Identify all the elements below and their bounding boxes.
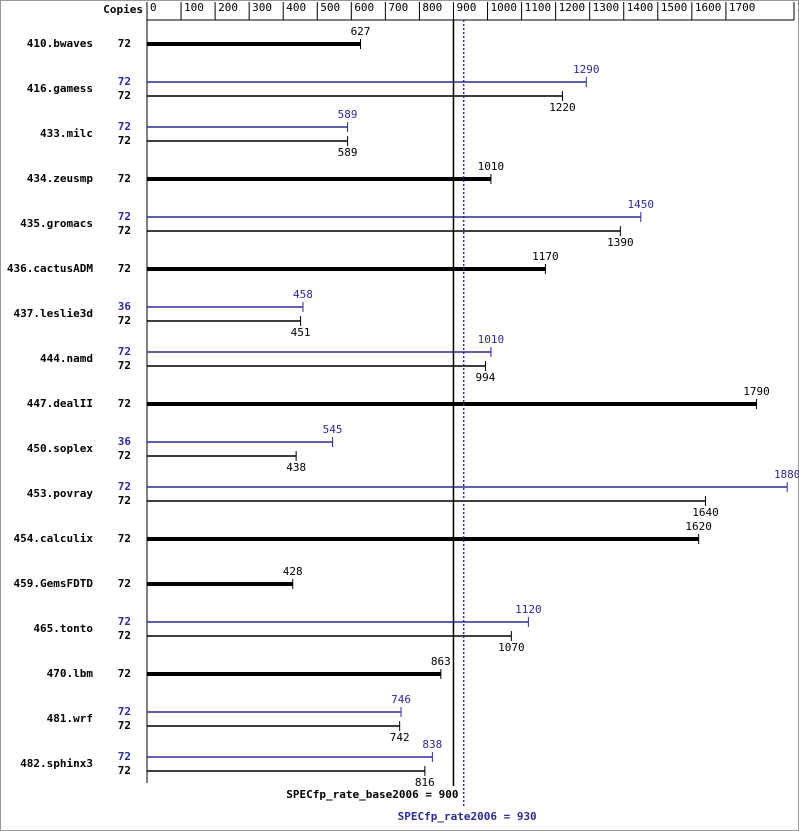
- x-tick-label: 1500: [661, 1, 688, 14]
- copies-label: 72: [118, 345, 131, 358]
- value-label: 1290: [573, 63, 600, 76]
- category-label: 481.wrf: [47, 712, 93, 725]
- copies-label: 72: [118, 224, 131, 237]
- category-label: 450.soplex: [27, 442, 94, 455]
- value-label: 1880: [774, 468, 799, 481]
- category-label: 470.lbm: [47, 667, 94, 680]
- x-tick-label: 900: [456, 1, 476, 14]
- copies-label: 72: [118, 120, 131, 133]
- value-label: 746: [391, 693, 411, 706]
- value-label: 1120: [515, 603, 542, 616]
- copies-label: 72: [118, 37, 131, 50]
- category-label: 447.dealII: [27, 397, 93, 410]
- category-label: 453.povray: [27, 487, 94, 500]
- x-tick-label: 200: [218, 1, 238, 14]
- x-tick-label: 1200: [559, 1, 586, 14]
- copies-label: 72: [118, 577, 131, 590]
- x-tick-label: 1100: [525, 1, 552, 14]
- value-label: 458: [293, 288, 313, 301]
- category-label: 482.sphinx3: [20, 757, 93, 770]
- copies-label: 72: [118, 629, 131, 642]
- x-tick-label: 1600: [695, 1, 722, 14]
- copies-label: 72: [118, 172, 131, 185]
- x-tick-label: 500: [320, 1, 340, 14]
- value-label: 428: [283, 565, 303, 578]
- value-label: 816: [415, 776, 435, 789]
- copies-label: 72: [118, 480, 131, 493]
- category-label: 437.leslie3d: [14, 307, 93, 320]
- category-label: 416.gamess: [27, 82, 93, 95]
- x-tick-label: 300: [252, 1, 272, 14]
- x-tick-label: 800: [422, 1, 442, 14]
- x-tick-label: 600: [354, 1, 374, 14]
- x-tick-label: 1300: [593, 1, 620, 14]
- copies-label: 72: [118, 75, 131, 88]
- category-label: 465.tonto: [33, 622, 93, 635]
- copies-label: 72: [118, 705, 131, 718]
- copies-label: 72: [118, 750, 131, 763]
- copies-header: Copies: [103, 3, 143, 16]
- value-label: 994: [476, 371, 496, 384]
- copies-label: 72: [118, 89, 131, 102]
- value-label: 742: [390, 731, 410, 744]
- x-tick-label: 1700: [729, 1, 756, 14]
- value-label: 1170: [532, 250, 559, 263]
- x-tick-label: 400: [286, 1, 306, 14]
- value-label: 1390: [607, 236, 634, 249]
- value-label: 1640: [692, 506, 719, 519]
- copies-label: 72: [118, 449, 131, 462]
- category-label: 444.namd: [40, 352, 93, 365]
- x-tick-label: 1400: [627, 1, 654, 14]
- value-label: 589: [338, 146, 358, 159]
- copies-label: 72: [118, 667, 131, 680]
- x-tick-label: 1000: [491, 1, 518, 14]
- copies-label: 72: [118, 397, 131, 410]
- copies-label: 72: [118, 359, 131, 372]
- copies-label: 72: [118, 719, 131, 732]
- reference-label: SPECfp_rate_base2006 = 900: [286, 788, 458, 801]
- copies-label: 72: [118, 134, 131, 147]
- value-label: 838: [422, 738, 442, 751]
- value-label: 589: [338, 108, 358, 121]
- category-label: 436.cactusADM: [7, 262, 93, 275]
- copies-label: 72: [118, 262, 131, 275]
- copies-label: 72: [118, 494, 131, 507]
- value-label: 1790: [743, 385, 770, 398]
- copies-label: 36: [118, 435, 132, 448]
- category-label: 435.gromacs: [20, 217, 93, 230]
- value-label: 1010: [478, 333, 505, 346]
- value-label: 1450: [628, 198, 655, 211]
- x-tick-label: 100: [184, 1, 204, 14]
- value-label: 1620: [685, 520, 712, 533]
- value-label: 863: [431, 655, 451, 668]
- value-label: 1220: [549, 101, 576, 114]
- copies-label: 72: [118, 532, 131, 545]
- value-label: 545: [323, 423, 343, 436]
- x-tick-label: 0: [150, 1, 157, 14]
- category-label: 410.bwaves: [27, 37, 93, 50]
- copies-label: 36: [118, 300, 132, 313]
- value-label: 451: [291, 326, 311, 339]
- copies-label: 72: [118, 210, 131, 223]
- category-label: 459.GemsFDTD: [14, 577, 94, 590]
- copies-label: 72: [118, 615, 131, 628]
- copies-label: 72: [118, 764, 131, 777]
- value-label: 1070: [498, 641, 525, 654]
- value-label: 1010: [478, 160, 505, 173]
- value-label: 438: [286, 461, 306, 474]
- reference-label: SPECfp_rate2006 = 930: [398, 810, 537, 823]
- category-label: 434.zeusmp: [27, 172, 94, 185]
- category-label: 454.calculix: [14, 532, 94, 545]
- copies-label: 72: [118, 314, 131, 327]
- x-tick-label: 700: [388, 1, 408, 14]
- value-label: 627: [351, 25, 371, 38]
- x-tick-label: 1900: [797, 1, 799, 14]
- category-label: 433.milc: [40, 127, 93, 140]
